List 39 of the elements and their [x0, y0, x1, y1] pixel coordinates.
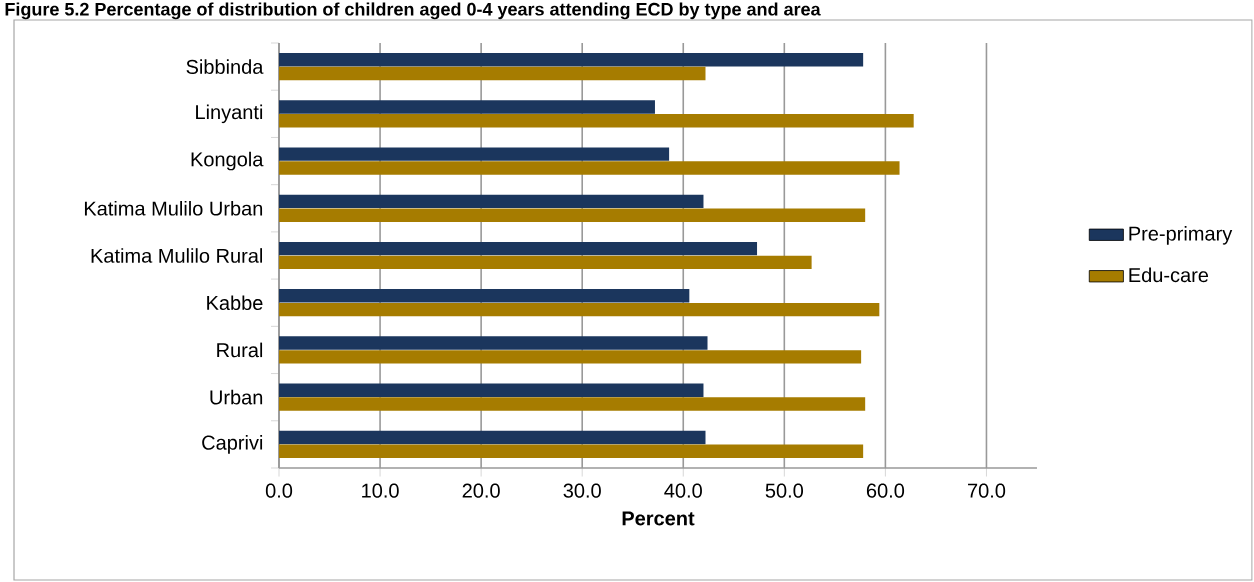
y-tick-label: Urban [210, 389, 263, 405]
y-tick-label: Katima Mulilo Urban [84, 200, 263, 216]
bar [279, 430, 706, 445]
x-tick-label: 60.0 [866, 483, 905, 498]
x-tick-label: 30.0 [563, 483, 601, 498]
bar [279, 444, 864, 458]
y-tick-label: Rural [217, 342, 263, 358]
chart-title: Figure 5.2 Percentage of distribution of children aged 0-4 years attending ECD by type and area [5, 2, 821, 20]
bar [279, 255, 812, 270]
bar [279, 208, 866, 222]
legend-label: Pre-primary [1129, 226, 1233, 245]
y-tick-label: Kabbe [207, 295, 263, 311]
legend-label: Edu-care [1129, 267, 1209, 283]
x-tick-label: 50.0 [765, 483, 804, 498]
bar [279, 161, 900, 175]
bar [279, 53, 864, 67]
x-tick-label: 10.0 [362, 483, 399, 498]
bar [279, 194, 704, 209]
y-tick-label: Sibbinda [186, 59, 264, 74]
bar [279, 289, 690, 303]
y-tick-label: Katima Mulilo Rural [91, 248, 263, 263]
x-tick-label: 20.0 [462, 483, 500, 498]
bar [279, 302, 880, 317]
y-tick-label: Caprivi [202, 435, 263, 454]
bar [279, 100, 655, 114]
x-axis-title: Percent [622, 511, 695, 526]
x-tick-label: 0.0 [265, 483, 293, 498]
bar [279, 66, 706, 81]
bar [279, 350, 862, 364]
bar [279, 147, 670, 161]
y-tick-label: Kongola [191, 151, 264, 171]
bar [279, 114, 914, 128]
x-tick-label: 70.0 [968, 483, 1006, 498]
x-tick-label: 40.0 [664, 483, 702, 498]
bar [279, 336, 708, 350]
bar [279, 397, 866, 411]
bar [279, 383, 704, 397]
y-tick-label: Linyanti [196, 104, 263, 124]
bar [279, 241, 758, 256]
